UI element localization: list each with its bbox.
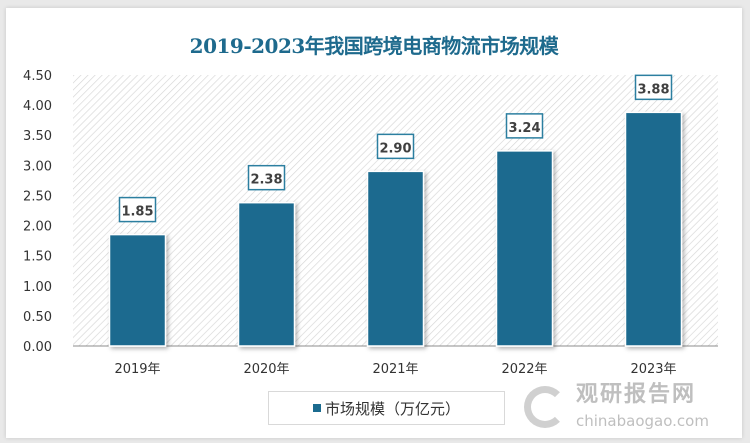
data-label-box [376, 133, 415, 160]
legend: 市场规模（万亿元） [268, 391, 505, 425]
y-tick-label: 0.00 [23, 340, 52, 355]
x-tick-label: 2023年 [630, 362, 676, 377]
bar [237, 201, 296, 347]
data-label-box [247, 164, 286, 191]
y-tick-label: 0.50 [23, 310, 52, 325]
watermark-name: 观研报告网 [576, 382, 697, 407]
data-label: 1.85 [121, 205, 153, 220]
data-label: 2.90 [379, 141, 411, 156]
y-tick-label: 1.50 [23, 250, 52, 265]
y-tick-label: 2.50 [23, 189, 52, 204]
bar [108, 233, 167, 347]
chart-title: 2019-2023年我国跨境电商物流市场规模 [189, 34, 559, 58]
y-tick-label: 1.00 [23, 280, 52, 295]
data-label: 3.24 [508, 121, 540, 136]
legend-swatch [312, 404, 321, 412]
watermark-logo-icon [524, 386, 566, 428]
data-label: 3.88 [637, 82, 669, 97]
x-tick-label: 2020年 [243, 362, 289, 377]
data-label-box [118, 196, 157, 223]
y-tick-label: 4.00 [23, 99, 52, 114]
y-tick-label: 4.50 [23, 69, 52, 84]
x-tick-label: 2021年 [372, 362, 418, 377]
y-tick-label: 3.00 [23, 159, 52, 174]
bar [495, 150, 554, 347]
legend-label: 市场规模（万亿元） [324, 399, 460, 418]
y-tick-label: 2.00 [23, 220, 52, 235]
bar [366, 170, 425, 347]
data-label: 2.38 [250, 173, 282, 188]
data-label-box [634, 74, 673, 101]
x-tick-label: 2019年 [114, 362, 160, 377]
x-tick-label: 2022年 [501, 362, 547, 377]
y-tick-label: 3.50 [23, 129, 52, 144]
watermark-url: chinabaogao.com [576, 412, 709, 430]
bar [624, 111, 683, 347]
data-label-box [505, 113, 544, 139]
